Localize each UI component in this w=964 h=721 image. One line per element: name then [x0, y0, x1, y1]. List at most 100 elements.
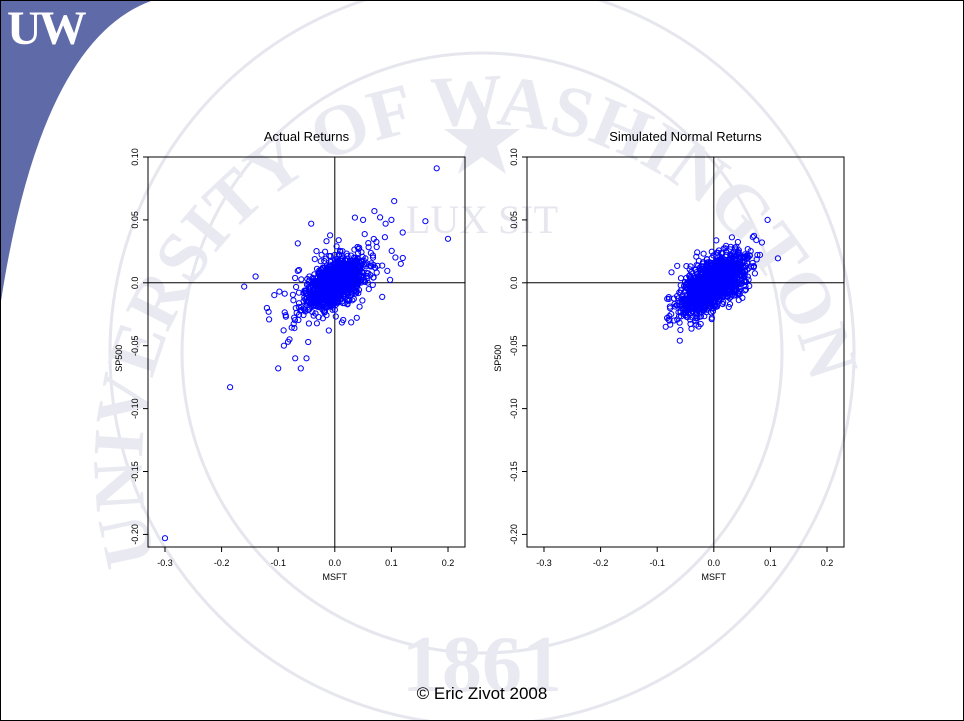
y-tick-label: -0.05 [509, 335, 519, 356]
data-point [360, 261, 367, 268]
data-point [313, 291, 320, 298]
data-point [704, 269, 712, 276]
y-tick-label: 0.10 [509, 148, 519, 166]
data-point [344, 252, 351, 259]
data-point [722, 268, 729, 275]
data-point [329, 306, 336, 313]
data-point [693, 253, 700, 260]
data-point [728, 234, 736, 241]
data-point [332, 313, 339, 320]
data-point [303, 355, 310, 362]
x-tick-label: 0.2 [821, 558, 834, 568]
data-point [745, 265, 752, 272]
data-point [331, 277, 338, 284]
data-point [399, 229, 406, 236]
data-point [288, 324, 295, 331]
data-point [753, 256, 760, 263]
data-point [286, 336, 293, 343]
data-point [323, 304, 330, 311]
data-point [308, 220, 315, 227]
data-point [351, 246, 358, 253]
data-point [694, 306, 701, 314]
data-point [338, 319, 345, 326]
data-point [306, 306, 313, 313]
data-point [373, 243, 380, 251]
data-point [688, 310, 695, 317]
data-point [707, 269, 714, 276]
seal-star [444, 101, 520, 174]
data-point [707, 309, 715, 316]
data-point [668, 269, 675, 276]
data-point [356, 272, 363, 279]
data-point [241, 283, 248, 290]
data-point [397, 260, 404, 267]
data-point [313, 248, 320, 255]
data-point [317, 258, 324, 265]
data-point [433, 165, 440, 172]
data-point [736, 264, 743, 271]
data-point [321, 301, 328, 308]
data-point [699, 266, 707, 273]
data-point [387, 276, 394, 283]
y-tick-label: -0.20 [130, 524, 140, 545]
data-point [732, 261, 740, 268]
data-point [326, 275, 333, 282]
data-point [290, 297, 297, 304]
data-point [671, 317, 678, 324]
data-point [744, 273, 751, 280]
data-point [694, 249, 701, 256]
data-point [687, 275, 694, 282]
data-point [342, 285, 350, 292]
seal-rings [108, 1, 856, 720]
data-point [280, 327, 287, 334]
data-point [331, 300, 338, 307]
data-point [338, 280, 346, 287]
data-point [323, 238, 330, 245]
data-point [301, 294, 308, 301]
data-point [727, 251, 734, 259]
data-point [342, 261, 349, 268]
data-point [754, 251, 761, 259]
data-point [662, 323, 669, 330]
data-point [739, 280, 746, 287]
y-tick-label: 0.05 [509, 211, 519, 229]
data-point [665, 295, 673, 302]
data-point [355, 246, 362, 253]
data-point [746, 282, 753, 290]
data-point [280, 342, 287, 349]
data-point [749, 259, 756, 267]
data-point [700, 298, 707, 305]
data-point [302, 287, 310, 294]
data-point [330, 292, 337, 299]
data-point [353, 314, 360, 321]
data-point [739, 267, 746, 274]
y-tick-label: -0.10 [130, 398, 140, 419]
data-point [734, 290, 741, 297]
seal-motto: LUX SIT [406, 197, 558, 242]
data-point [399, 254, 406, 262]
data-point [725, 303, 732, 311]
data-point [699, 285, 706, 292]
data-point [693, 315, 700, 322]
data-point [666, 303, 674, 310]
data-point [684, 280, 691, 288]
data-point [295, 316, 302, 324]
data-point [370, 274, 377, 281]
data-point [369, 254, 377, 261]
chart-title: Actual Returns [264, 129, 350, 144]
data-point [753, 237, 760, 244]
data-point [381, 234, 388, 241]
data-point [298, 276, 305, 283]
data-point [359, 268, 366, 275]
data-point [422, 218, 429, 225]
data-point [727, 262, 734, 269]
data-point [735, 297, 742, 304]
data-point [677, 275, 685, 282]
data-point [704, 282, 712, 289]
data-point [715, 282, 722, 289]
data-point [347, 265, 354, 272]
data-point [712, 303, 720, 310]
data-point [384, 267, 391, 274]
scatter-panel-1: Actual Returns -0.3 -0.2 -0.1 0.0 0.1 0.2 -0.20… [114, 129, 466, 582]
data-point [266, 316, 273, 323]
